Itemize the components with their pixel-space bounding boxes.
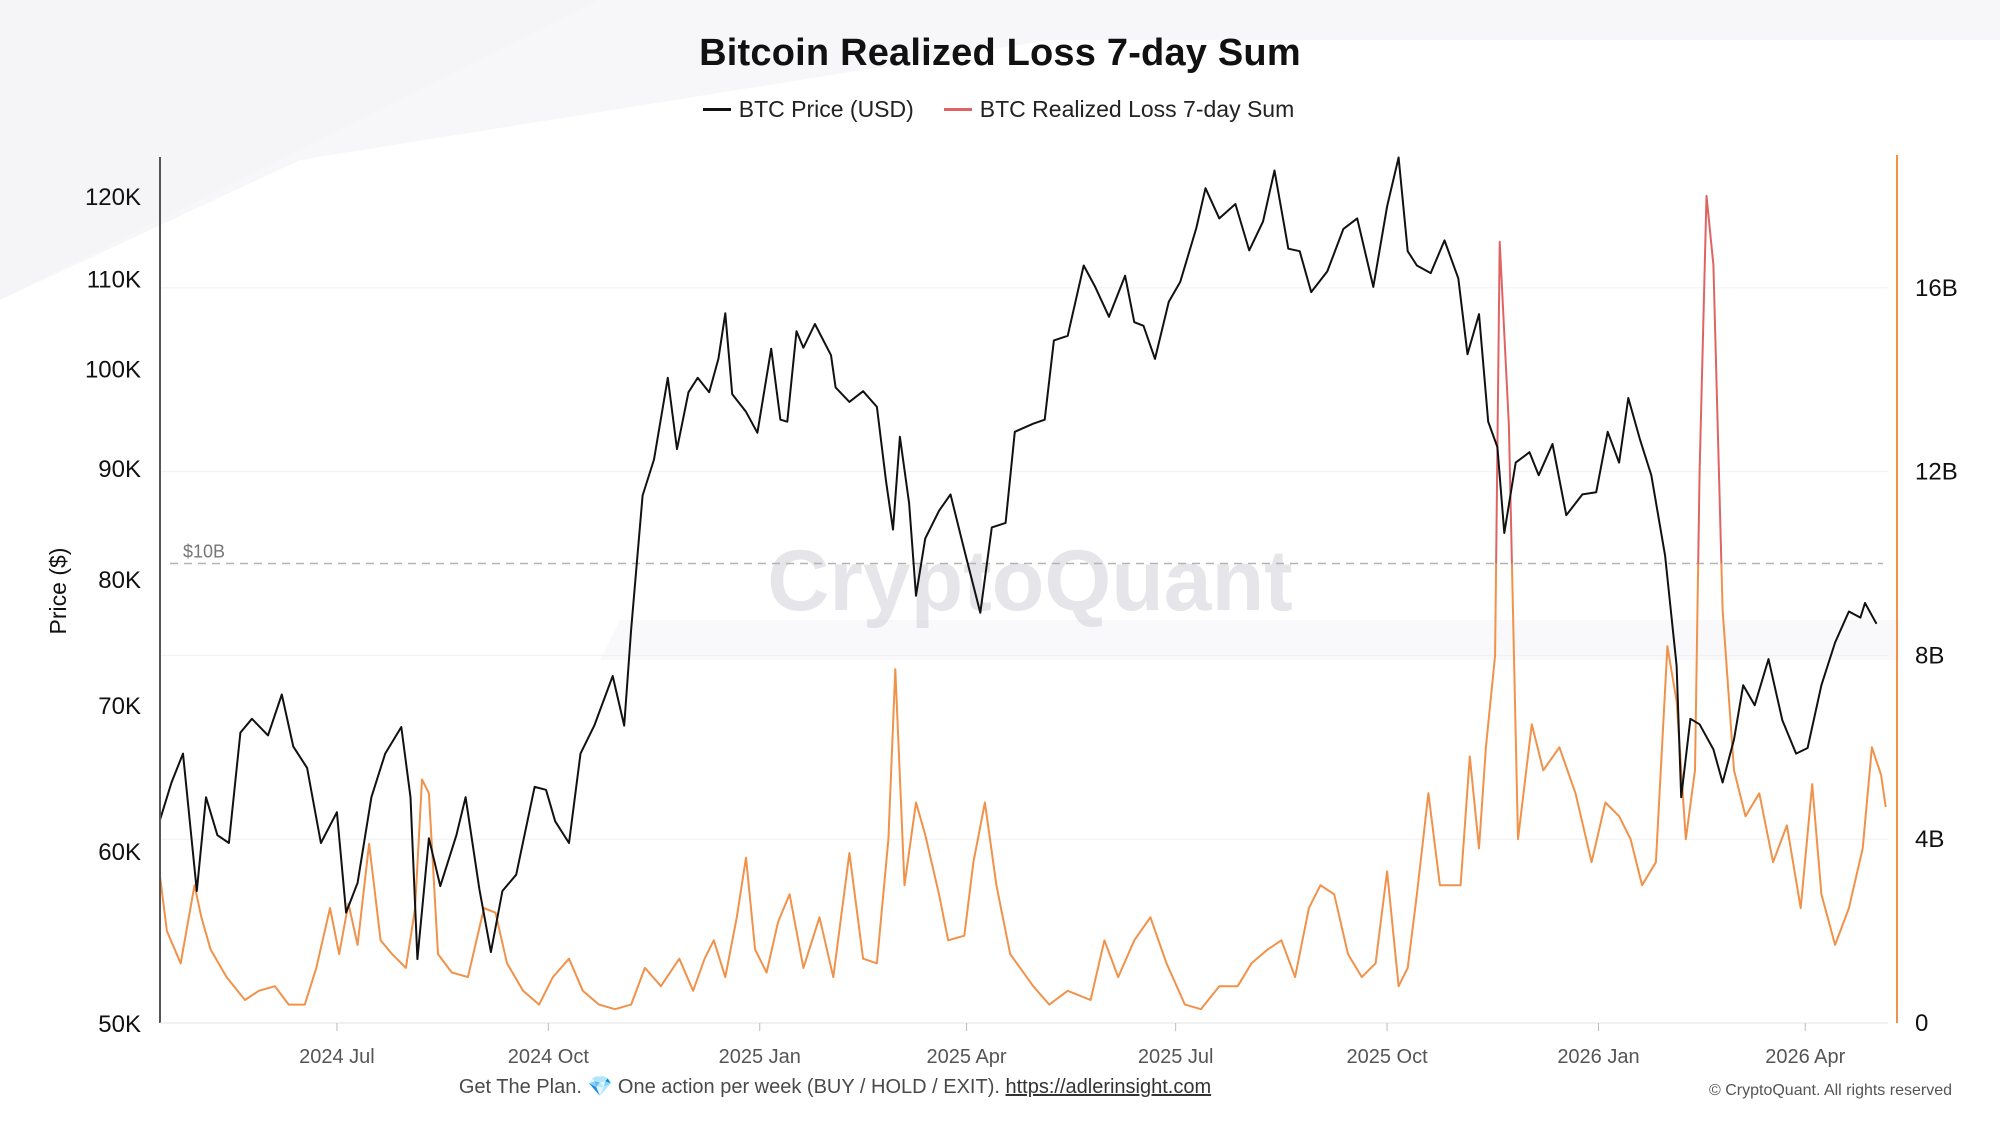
x-tick-label: 2024 Oct [508,1046,590,1068]
y-tick-label: 70K [98,693,141,720]
y-tick-label: 80K [98,567,141,594]
btc-price-line [159,156,1878,961]
grid-lines [160,287,1888,840]
x-tick-label: 2026 Jan [1557,1046,1639,1068]
legend-line-black-icon [702,108,731,111]
axes: 50K 60K 70K 80K 90K 100K 110K 120K 0 4B 8B 12B 16B 20… [45,155,1958,1068]
chart-legend: BTC Price (USD) BTC Realized Loss 7-day … [0,96,1997,123]
footer-text: Get The Plan. [458,1076,582,1098]
y-axis-title: Price ($) [45,548,71,635]
watermark-text: CryptoQuant [767,533,1293,629]
footer-note: Get The Plan. 💎 One action per week (BUY… [0,1074,1670,1099]
y2-tick-label: 16B [1915,275,1958,302]
threshold-label: $10B [183,542,225,562]
realized-loss-line [159,194,1887,1011]
y-tick-label: 60K [98,839,141,866]
y-tick-label: 100K [85,356,141,383]
x-tick-label: 2024 Jul [299,1046,375,1068]
series-lines [159,156,1887,1011]
legend-item-btc-price[interactable]: BTC Price (USD) [702,96,914,123]
legend-label-realized-loss: BTC Realized Loss 7-day Sum [979,96,1295,122]
y2-tick-label: 8B [1915,642,1944,669]
diamond-icon: 💎 [587,1076,613,1098]
y-tick-label: 110K [87,266,141,293]
y-tick-label: 90K [98,456,141,483]
legend-line-red-icon [943,108,972,111]
chart-title: Bitcoin Realized Loss 7-day Sum [699,32,1301,74]
legend-item-realized-loss[interactable]: BTC Realized Loss 7-day Sum [943,96,1295,123]
y2-tick-label: 4B [1915,826,1944,853]
copyright-text: © CryptoQuant. All rights reserved [1709,1082,1952,1099]
threshold-line: $10B [170,542,1883,565]
x-tick-label: 2025 Jan [719,1046,801,1068]
x-tick-label: 2026 Apr [1765,1046,1845,1068]
y2-tick-label: 0 [1915,1010,1928,1037]
y2-tick-label: 12B [1915,459,1958,486]
legend-label-btc-price: BTC Price (USD) [738,96,914,122]
footer-text-2: One action per week (BUY / HOLD / EXIT). [617,1076,1000,1098]
x-tick-label: 2025 Jul [1138,1046,1214,1068]
footer-link[interactable]: https://adlerinsight.com [1005,1076,1212,1098]
x-tick-label: 2025 Apr [927,1046,1007,1068]
y-tick-label: 120K [85,184,141,211]
x-tick-label: 2025 Oct [1346,1046,1428,1068]
y-tick-label: 50K [98,1011,141,1038]
